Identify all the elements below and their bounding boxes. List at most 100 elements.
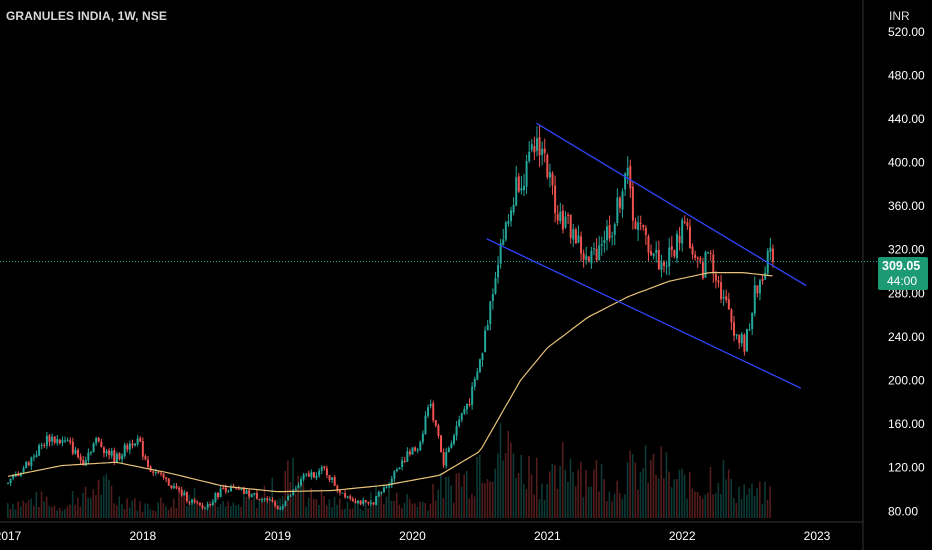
- volume-bar: [201, 507, 204, 518]
- candle-body: [279, 508, 282, 510]
- volume-bar: [336, 504, 338, 518]
- candle-body: [128, 443, 131, 450]
- candle-body: [393, 471, 396, 479]
- volume-bar: [598, 491, 600, 518]
- candle-body: [629, 165, 632, 189]
- candle-body: [598, 245, 601, 261]
- volume-bar: [359, 508, 362, 518]
- candle-body: [268, 499, 271, 501]
- candle-body: [543, 148, 546, 153]
- volume-bar: [71, 491, 74, 518]
- volume-bar: [136, 510, 139, 518]
- candle-body: [414, 447, 417, 451]
- volume-bar: [738, 486, 740, 518]
- trend-channel[interactable]: [486, 122, 807, 389]
- candle-body: [434, 420, 437, 426]
- volume-bar: [227, 501, 230, 518]
- volume-bar: [616, 480, 618, 518]
- volume-bar: [595, 460, 598, 518]
- volume-bar: [491, 481, 494, 518]
- volume-bar: [134, 498, 136, 518]
- volume-bar: [87, 498, 89, 518]
- candle-body: [722, 297, 725, 299]
- volume-bar: [95, 494, 97, 518]
- chart-title: GRANULES INDIA, 1W, NSE: [6, 9, 167, 23]
- volume-bar: [504, 453, 507, 518]
- volume-bar: [590, 486, 593, 518]
- time-axis[interactable]: 2017 2018 2019 2020 2021 2022 2023: [0, 521, 863, 543]
- candle-body: [593, 248, 596, 250]
- volume-bar: [618, 493, 621, 518]
- candle-body: [502, 239, 505, 246]
- volume-bar: [289, 482, 292, 518]
- candle-body: [331, 477, 334, 481]
- volume-bar: [338, 498, 341, 518]
- candle-body: [84, 460, 87, 466]
- volume-bar: [538, 499, 541, 518]
- price-axis[interactable]: 520.00480.00440.00400.00360.00320.00280.…: [862, 0, 925, 550]
- y-tick-label: 400.00: [888, 156, 925, 170]
- volume-bar: [452, 502, 455, 518]
- candle-body: [600, 243, 603, 246]
- candle-body: [382, 487, 385, 493]
- candle-body: [318, 470, 321, 476]
- volume-bar: [403, 502, 406, 518]
- candle-body: [131, 443, 134, 446]
- candle-body: [375, 496, 378, 505]
- volume-bar: [380, 490, 382, 518]
- volume-bar: [14, 509, 17, 518]
- volume-bar: [551, 463, 554, 518]
- candle-body: [53, 436, 56, 443]
- volume-bar: [561, 441, 564, 518]
- candle-body: [27, 462, 30, 466]
- volume-bar: [751, 483, 753, 518]
- candle-body: [624, 173, 627, 190]
- y-tick-label: 160.00: [888, 417, 925, 431]
- candle-body: [538, 137, 541, 156]
- candle-body: [157, 471, 160, 473]
- volume-bar: [727, 469, 730, 518]
- candle-body: [512, 204, 515, 213]
- candle-body: [642, 224, 645, 228]
- candle-body: [551, 173, 554, 186]
- candle-body: [507, 221, 510, 224]
- volume-bar: [740, 499, 743, 518]
- volume-bar: [235, 505, 237, 518]
- volume-bar: [559, 466, 561, 518]
- candle-body: [740, 334, 743, 344]
- last-price-value: 309.05: [882, 259, 921, 273]
- volume-bar: [123, 509, 126, 518]
- candle-body: [481, 353, 484, 361]
- volume-bar: [502, 460, 504, 518]
- candle-body: [696, 257, 699, 259]
- candle-body: [681, 219, 684, 244]
- volume-bar: [294, 493, 297, 518]
- volume-bar: [108, 479, 110, 518]
- volume-bar: [569, 458, 572, 518]
- volume-bar: [510, 442, 512, 518]
- volume-bar: [528, 456, 530, 518]
- candle-body: [478, 359, 481, 373]
- volume-bar: [159, 497, 162, 518]
- volume-bar: [172, 498, 175, 518]
- candle-body: [657, 250, 660, 270]
- moving-average-line: [7, 272, 773, 493]
- candle-body: [686, 222, 689, 227]
- candle-body: [725, 296, 728, 301]
- volume-bar: [660, 446, 663, 518]
- volume-bar: [484, 483, 486, 518]
- volume-bar: [714, 493, 717, 518]
- candle-body: [338, 490, 341, 493]
- volume-bar: [621, 498, 624, 518]
- volume-bar: [429, 503, 432, 518]
- candle-body: [9, 478, 12, 484]
- volume-bar: [411, 503, 414, 518]
- candle-body: [206, 504, 209, 508]
- volume-bar: [629, 450, 631, 518]
- volume-bar: [263, 485, 266, 518]
- candle-body: [289, 495, 292, 497]
- volume-bar: [541, 483, 543, 518]
- candle-body: [310, 472, 313, 477]
- candle-body: [45, 435, 48, 446]
